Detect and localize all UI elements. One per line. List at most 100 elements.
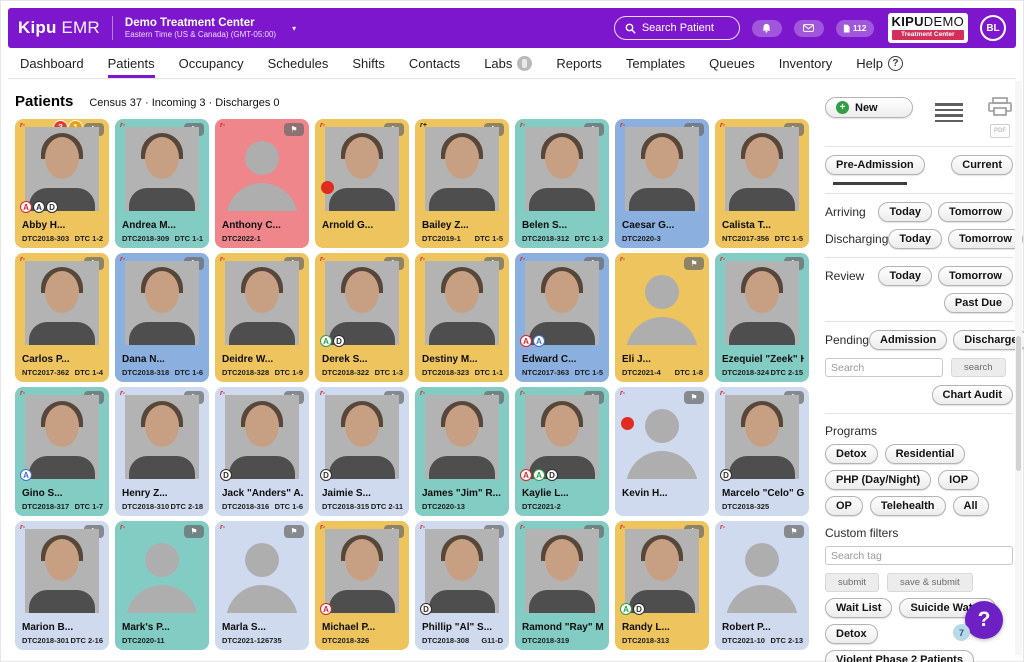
patient-card[interactable]: r- ⚑ Marla S... DTC2021-126735 <box>215 521 309 650</box>
program-filter-button[interactable]: All <box>952 496 989 516</box>
patient-card[interactable]: r- ⚑ Kevin H... <box>615 387 709 516</box>
nav-item-schedules[interactable]: Schedules <box>268 48 329 78</box>
submit-button[interactable]: submit <box>825 573 879 592</box>
nav-item-labs[interactable]: Labs <box>484 48 533 78</box>
patient-card[interactable]: r- ⚑ Mark's P... DTC2020-11 <box>115 521 209 650</box>
patient-card[interactable]: r- ⚑ Eli J... DTC2021-4 DTC 1-8 <box>615 253 709 382</box>
vertical-scrollbar[interactable] <box>1015 81 1022 655</box>
documents-count-button[interactable]: 112 <box>835 19 874 37</box>
nav-item-dashboard[interactable]: Dashboard <box>20 48 84 78</box>
tag-filter-button[interactable]: Wait List <box>825 598 893 618</box>
chart-audit-button[interactable]: Chart Audit <box>931 385 1013 405</box>
printer-icon[interactable] <box>987 97 1013 117</box>
level-badge: A <box>20 469 32 481</box>
flag-badge-icon[interactable]: ⚑ <box>184 525 204 538</box>
flag-badge-icon[interactable]: ⚑ <box>684 391 704 404</box>
nav-item-queues[interactable]: Queues <box>709 48 755 78</box>
nav-item-help[interactable]: Help? <box>856 48 903 78</box>
list-view-icon[interactable] <box>935 100 963 125</box>
discharging-tomorrow-button[interactable]: Tomorrow <box>947 229 1023 249</box>
pdf-export-icon[interactable]: PDF <box>990 124 1010 138</box>
tag-filter-button[interactable]: Detox <box>825 624 878 644</box>
arriving-today-button[interactable]: Today <box>878 202 933 222</box>
discharging-today-button[interactable]: Today <box>888 229 942 249</box>
nav-item-reports[interactable]: Reports <box>556 48 602 78</box>
notifications-button[interactable] <box>751 19 782 37</box>
review-tomorrow-button[interactable]: Tomorrow <box>938 266 1013 286</box>
program-filter-button[interactable]: PHP (Day/Night) <box>825 470 932 490</box>
review-today-button[interactable]: Today <box>878 266 933 286</box>
nav-item-label: Inventory <box>778 55 833 71</box>
patient-card[interactable]: r-⚑Arnold G... <box>315 119 409 248</box>
patient-photo <box>325 529 399 613</box>
flag-badge-icon[interactable]: ⚑ <box>284 525 304 538</box>
patient-card[interactable]: r- ⚑ Robert P... DTC2021-10 DTC 2-13 <box>715 521 809 650</box>
patient-name: Henry Z... <box>122 488 168 499</box>
pending-discharge-button[interactable]: Discharge <box>953 330 1024 350</box>
save-and-submit-button[interactable]: save & submit <box>886 573 973 592</box>
patient-photo <box>225 261 299 345</box>
chevron-down-icon[interactable]: ▾ <box>292 23 297 33</box>
program-filter-button[interactable]: Residential <box>884 444 966 464</box>
search-patient-input[interactable]: Search Patient <box>613 16 740 40</box>
patient-card[interactable]: r-⚑Caesar G...DTC2020-3 <box>615 119 709 248</box>
past-due-button[interactable]: Past Due <box>943 293 1013 313</box>
silhouette-head <box>645 275 679 309</box>
patient-card[interactable]: r-⚑Ramond "Ray" M...DTC2018-319 <box>515 521 609 650</box>
nav-item-occupancy[interactable]: Occupancy <box>179 48 244 78</box>
flag-badge-icon[interactable]: ⚑ <box>784 525 804 538</box>
head-shape <box>45 137 79 179</box>
facility-selector[interactable]: Demo Treatment Center Eastern Time (US &… <box>125 17 276 39</box>
messages-button[interactable] <box>793 19 824 37</box>
program-filter-button[interactable]: Telehealth <box>869 496 946 516</box>
sidebar-search-button[interactable]: search <box>951 358 1006 377</box>
current-filter-button[interactable]: Current <box>951 155 1013 175</box>
nav-item-templates[interactable]: Templates <box>626 48 685 78</box>
help-bubble-button[interactable]: ? 7 <box>953 601 1003 641</box>
tag-filter-button[interactable]: Violent Phase 2 Patients <box>825 650 974 662</box>
search-tag-input[interactable] <box>825 546 1013 565</box>
program-filter-button[interactable]: IOP <box>938 470 980 490</box>
new-patient-button[interactable]: + New <box>825 97 913 118</box>
sidebar-search-input[interactable] <box>825 358 943 377</box>
flag-badge-icon[interactable]: ⚑ <box>284 123 304 136</box>
nav-item-inventory[interactable]: Inventory <box>779 48 832 78</box>
nav-item-patients[interactable]: Patients <box>107 48 155 78</box>
nav-item-shifts[interactable]: Shifts <box>352 48 385 78</box>
pre-admission-filter-button[interactable]: Pre-Admission <box>825 155 925 175</box>
nav-item-contacts[interactable]: Contacts <box>409 48 460 78</box>
patient-card[interactable]: r- ⚑ Anthony C... DTC2022-1 <box>215 119 309 248</box>
patient-room: DTC 2-13 <box>770 636 803 645</box>
program-filter-button[interactable]: OP <box>825 496 863 516</box>
arriving-tomorrow-button[interactable]: Tomorrow <box>938 202 1013 222</box>
program-filter-button[interactable]: Detox <box>825 444 878 464</box>
patient-card[interactable]: r-⚑James "Jim" R...DTC2020-13 <box>415 387 509 516</box>
pending-admission-button[interactable]: Admission <box>869 330 948 350</box>
flag-badge-icon[interactable]: ⚑ <box>684 257 704 270</box>
user-avatar[interactable]: BL <box>980 15 1006 41</box>
scrollbar-thumb[interactable] <box>1016 336 1021 471</box>
patient-name: Randy L... <box>622 622 670 633</box>
